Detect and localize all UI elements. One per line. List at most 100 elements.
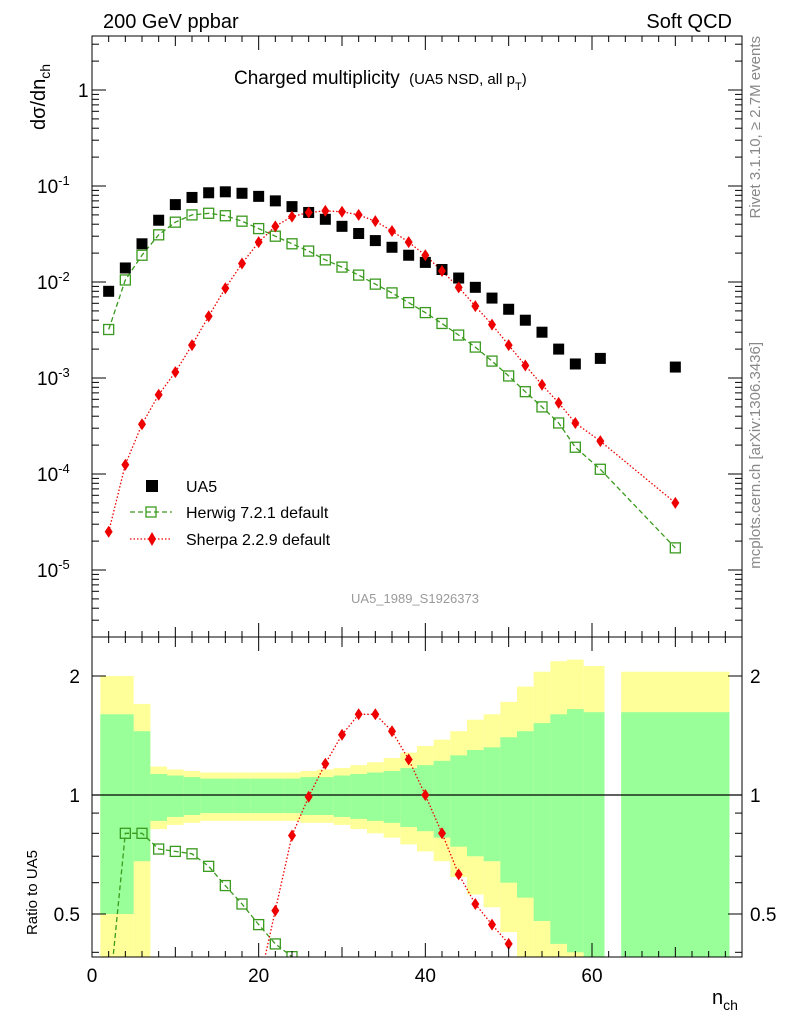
y-tick-label-main: 1 (78, 81, 89, 102)
herwig-ratio-point (153, 843, 165, 855)
y-tick-label-main-base: 10 (37, 369, 58, 390)
herwig-point (669, 542, 681, 554)
sherpa-ratio-point (321, 757, 330, 770)
x-axis-label-text: n (712, 987, 723, 1009)
ratio-frame (91, 636, 743, 958)
sherpa-point (321, 204, 330, 217)
y-axis-label-main-text: dσ/dn (28, 79, 50, 130)
ua5-data-point (136, 238, 148, 250)
sherpa-ratio-point (421, 789, 430, 801)
ua5-data-point (336, 220, 348, 232)
sherpa-ratio-point (338, 728, 346, 741)
ratio-band-inner-bin (317, 777, 334, 816)
herwig-ratio-point (253, 918, 265, 931)
x-axis-label-sub: ch (723, 997, 738, 1013)
plot-title: Charged multiplicity (UA5 NSD, all pT) (234, 68, 527, 93)
ua5-data-point (419, 256, 431, 268)
ua5-data-point (153, 214, 165, 226)
y-tick-label-main-base: 10 (37, 561, 58, 582)
sherpa-point (338, 205, 346, 218)
x-tick-label: 60 (581, 966, 602, 987)
ratio-band-inner (100, 709, 730, 957)
sherpa-ratio-point (404, 753, 413, 766)
sherpa-point (271, 220, 280, 233)
herwig-point (219, 210, 231, 222)
ratio-band-inner-bin (433, 760, 451, 838)
ua5-data-point (519, 314, 531, 326)
ua5-data-point (169, 199, 181, 211)
herwig-ratio-point (136, 827, 148, 839)
ratio-band-inner-bin (517, 731, 534, 898)
ratio-series-group (104, 708, 513, 1007)
sherpa-point (204, 310, 213, 323)
sherpa-ratio-point (454, 868, 463, 881)
y-tick-label-ratio-right: 0.5 (750, 905, 776, 926)
y-tick-label-main-exp: -1 (58, 173, 70, 188)
ratio-band-inner-bin (621, 712, 730, 957)
ua5-data-point (503, 303, 515, 315)
y-tick-label-main-exp: -4 (58, 461, 70, 476)
ua5-data-point (353, 228, 365, 240)
plot-title-main: Charged multiplicity (234, 68, 400, 89)
sherpa-point (488, 318, 496, 331)
sherpa-ratio-line (264, 713, 510, 957)
sherpa-ratio-point (504, 937, 513, 950)
sherpa-point (554, 396, 563, 409)
ua5-data-point (669, 361, 681, 373)
herwig-point (486, 355, 498, 367)
sherpa-point (304, 206, 313, 219)
side-label-top: Rivet 3.1.10, ≥ 2.7M events (747, 36, 764, 219)
ua5-data-point (469, 281, 481, 293)
herwig-ratio-point (104, 997, 114, 1007)
herwig-ratio-line (112, 832, 294, 957)
herwig-point (236, 215, 248, 227)
ratio-band-inner-bin (100, 714, 117, 914)
ratio-band-inner-bin (350, 774, 367, 819)
y-tick-label-main-base: 10 (37, 465, 58, 486)
ua5-data-point (486, 292, 498, 304)
main-series-group (103, 186, 681, 554)
sherpa-point (121, 458, 130, 471)
herwig-point (419, 306, 431, 319)
sherpa-point (671, 496, 680, 509)
sherpa-point (388, 224, 396, 237)
y-tick-label-main-exp: -5 (58, 557, 70, 572)
y-tick-label-main: 10-2 (37, 269, 70, 294)
ratio-band-inner-bin (217, 778, 234, 814)
header-right: Soft QCD (646, 11, 732, 33)
herwig-point (403, 296, 415, 309)
sherpa-point (221, 282, 230, 295)
y-tick-label-main-exp: -2 (58, 269, 70, 284)
ratio-band-inner-bin (367, 772, 384, 821)
ratio-band-inner-bin (450, 755, 467, 847)
ua5-data-point (269, 195, 281, 207)
herwig-ratio-point (169, 845, 181, 858)
legend-label-data: UA5 (186, 479, 217, 496)
sherpa-point (138, 418, 146, 431)
ratio-band-inner-bin (133, 731, 151, 862)
sherpa-point (104, 525, 113, 538)
sherpa-point (596, 435, 605, 448)
y-tick-label-ratio-left: 1 (69, 786, 80, 807)
y-axis-label-ratio: Ratio to UA5 (24, 850, 41, 935)
herwig-point (319, 254, 331, 266)
header-left: 200 GeV ppbar (103, 11, 239, 33)
y-tick-label-main: 10-1 (37, 173, 70, 198)
y-tick-label-main-exp: -3 (58, 365, 70, 380)
herwig-point (119, 274, 131, 286)
herwig-point (303, 245, 315, 257)
sherpa-ratio-point (288, 829, 296, 842)
y-tick-label-ratio-left: 0.5 (54, 905, 80, 926)
legend-label-herwig: Herwig 7.2.1 default (186, 505, 329, 522)
herwig-ratio-point (320, 961, 330, 971)
ua5-data-point (219, 186, 231, 198)
analysis-label: UA5_1989_S1926373 (351, 591, 479, 606)
herwig-ratio-point (219, 879, 231, 892)
ratio-band-inner-bin (117, 714, 134, 914)
sherpa-ratio-point (354, 708, 363, 721)
herwig-ratio-point (203, 860, 215, 872)
sherpa-ratio-point (304, 790, 313, 803)
ua5-data-point (453, 272, 465, 284)
y-tick-label-main: 10-5 (37, 557, 70, 582)
ratio-band-inner-bin (583, 712, 605, 957)
